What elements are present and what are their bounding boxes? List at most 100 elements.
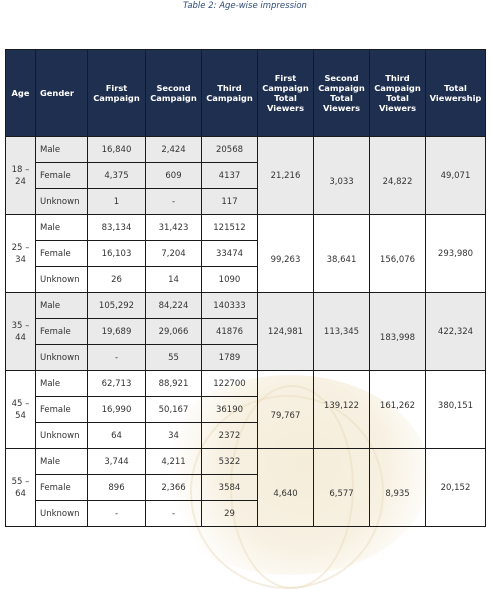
gender-cell: Female	[35, 474, 88, 501]
third-total-value: 161,262	[379, 400, 416, 411]
second-campaign-cell: 7,204	[145, 240, 202, 267]
first-campaign-cell: 16,990	[87, 396, 146, 423]
third-campaign-cell: 20568	[201, 136, 258, 163]
third-campaign-cell: 3584	[201, 474, 258, 501]
gender-cell: Male	[35, 214, 88, 241]
gender-cell: Unknown	[35, 188, 88, 215]
first-campaign-cell: 19,689	[87, 318, 146, 345]
second-total-cell: 113,345	[313, 292, 370, 371]
second-campaign-cell: 88,921	[145, 370, 202, 397]
total-viewership-cell: 20,152	[425, 448, 486, 527]
second-campaign-cell: -	[145, 500, 202, 527]
third-total-value: 24,822	[382, 176, 413, 187]
second-campaign-cell: 84,224	[145, 292, 202, 319]
table-row: Unknown - - 29	[6, 500, 486, 527]
first-total-cell: 21,216	[257, 136, 314, 215]
third-total-value: 156,076	[379, 254, 416, 265]
header-first-campaign: First Campaign	[87, 49, 146, 137]
third-total-value: 183,998	[379, 332, 416, 343]
first-total-value: 124,981	[267, 326, 304, 337]
first-campaign-cell: 1	[87, 188, 146, 215]
second-campaign-cell: -	[145, 188, 202, 215]
first-total-value: 21,216	[270, 170, 301, 181]
total-viewership-value: 49,071	[440, 170, 471, 181]
gender-cell: Male	[35, 448, 88, 475]
second-total-value: 38,641	[326, 254, 357, 265]
third-campaign-cell: 4137	[201, 162, 258, 189]
third-total-cell: 8,935	[369, 448, 426, 527]
table-row: Female 16,103 7,204 33474	[6, 240, 486, 267]
third-campaign-cell: 33474	[201, 240, 258, 267]
second-campaign-cell: 2,424	[145, 136, 202, 163]
gender-cell: Unknown	[35, 422, 88, 449]
first-campaign-cell: 4,375	[87, 162, 146, 189]
third-total-value: 8,935	[385, 488, 410, 499]
header-row: Age Gender First Campaign Second Campaig…	[5, 49, 486, 137]
first-total-value: 99,263	[270, 254, 301, 265]
second-total-value: 113,345	[323, 326, 360, 337]
first-total-cell: 124,981	[257, 292, 314, 371]
age-impression-table: Age Gender First Campaign Second Campaig…	[5, 49, 486, 527]
table-row: 45 – 54 Male 62,713 88,921 122700 79,767…	[5, 370, 486, 449]
first-campaign-cell: 64	[87, 422, 146, 449]
first-campaign-cell: -	[87, 344, 146, 371]
second-campaign-cell: 29,066	[145, 318, 202, 345]
first-total-value: 4,640	[273, 488, 298, 499]
table-row: 35 – 44 Male 105,292 84,224 140333 124,9…	[5, 292, 486, 371]
header-second-total: Second Campaign Total Viewers	[313, 49, 370, 137]
gender-cell: Male	[35, 292, 88, 319]
gender-cell: Unknown	[35, 500, 88, 527]
third-total-cell: 183,998	[369, 292, 426, 371]
age-group-cell: 35 – 44	[5, 292, 36, 371]
third-total-cell: 161,262	[369, 370, 426, 449]
first-total-cell: 79,767	[257, 370, 314, 449]
gender-cell: Female	[35, 240, 88, 267]
gender-cell: Male	[35, 370, 88, 397]
total-viewership-cell: 49,071	[425, 136, 486, 215]
header-third-total: Third Campaign Total Viewers	[369, 49, 426, 137]
table-row: 55 – 64 Male 3,744 4,211 5322 4,640 6,57…	[5, 448, 486, 527]
table-row: Female 896 2,366 3584	[6, 474, 486, 501]
third-campaign-cell: 1090	[201, 266, 258, 293]
first-campaign-cell: 62,713	[87, 370, 146, 397]
second-campaign-cell: 14	[145, 266, 202, 293]
second-total-value: 3,033	[329, 176, 354, 187]
second-campaign-cell: 50,167	[145, 396, 202, 423]
third-campaign-cell: 36190	[201, 396, 258, 423]
gender-cell: Female	[35, 318, 88, 345]
table-row: Female 16,990 50,167 36190	[6, 396, 486, 423]
gender-cell: Female	[35, 162, 88, 189]
age-group-cell: 45 – 54	[5, 370, 36, 449]
gender-cell: Unknown	[35, 266, 88, 293]
total-viewership-value: 422,324	[437, 326, 474, 337]
total-viewership-cell: 422,324	[425, 292, 486, 371]
third-campaign-cell: 2372	[201, 422, 258, 449]
second-campaign-cell: 2,366	[145, 474, 202, 501]
first-campaign-cell: 896	[87, 474, 146, 501]
third-campaign-cell: 121512	[201, 214, 258, 241]
total-viewership-cell: 293,980	[425, 214, 486, 293]
third-campaign-cell: 122700	[201, 370, 258, 397]
third-campaign-cell: 41876	[201, 318, 258, 345]
first-campaign-cell: 26	[87, 266, 146, 293]
second-campaign-cell: 31,423	[145, 214, 202, 241]
third-total-cell: 156,076	[369, 214, 426, 293]
second-campaign-cell: 609	[145, 162, 202, 189]
gender-cell: Male	[35, 136, 88, 163]
second-total-cell: 3,033	[313, 136, 370, 215]
second-total-cell: 6,577	[313, 448, 370, 527]
first-total-value: 79,767	[270, 410, 301, 421]
first-campaign-cell: 16,103	[87, 240, 146, 267]
header-total-viewership: Total Viewership	[425, 49, 486, 137]
second-total-value: 6,577	[329, 488, 354, 499]
second-campaign-cell: 34	[145, 422, 202, 449]
total-viewership-value: 20,152	[440, 482, 471, 493]
table-caption: Table 2: Age-wise impression	[183, 1, 307, 11]
age-group-cell: 55 – 64	[5, 448, 36, 527]
first-total-cell: 4,640	[257, 448, 314, 527]
gender-cell: Female	[35, 396, 88, 423]
age-group-cell: 18 – 24	[5, 136, 36, 215]
header-second-campaign: Second Campaign	[145, 49, 202, 137]
second-total-cell: 139,122	[313, 370, 370, 449]
third-campaign-cell: 117	[201, 188, 258, 215]
